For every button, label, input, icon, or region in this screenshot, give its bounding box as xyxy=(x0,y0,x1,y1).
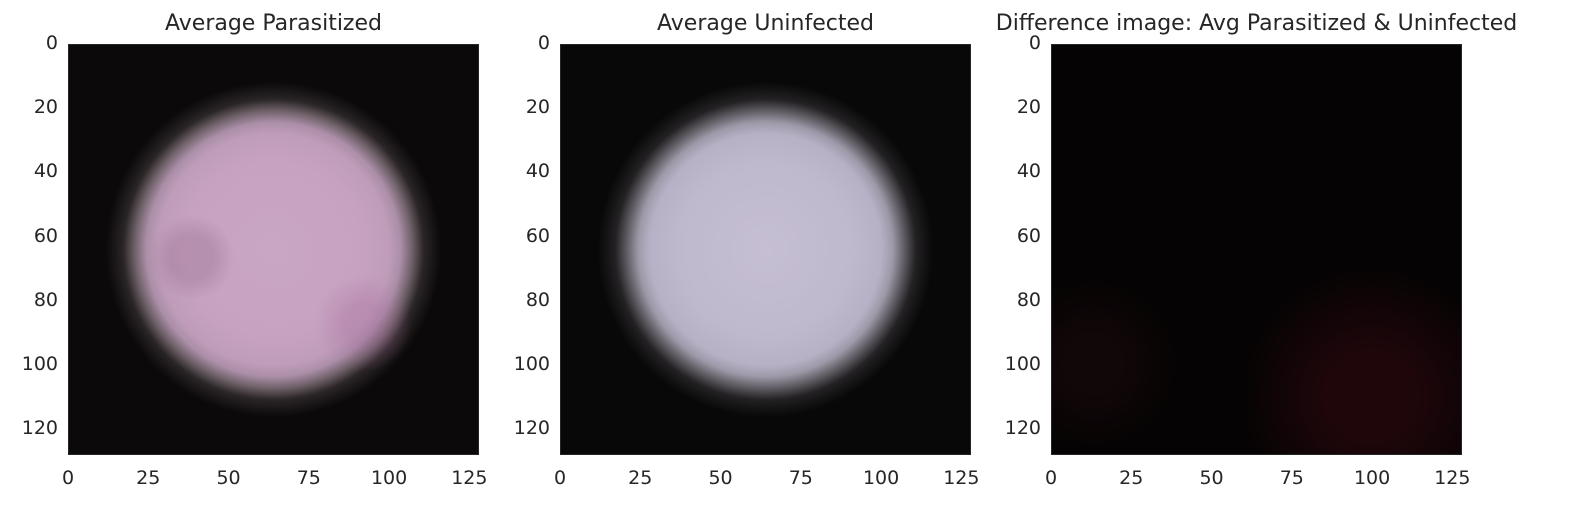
x-tick-label: 25 xyxy=(136,467,161,489)
x-tick-label: 0 xyxy=(61,467,75,489)
x-tick-label: 125 xyxy=(1434,467,1471,489)
x-tick-label: 0 xyxy=(553,467,567,489)
x-tick-label: 50 xyxy=(1199,467,1224,489)
image-plot xyxy=(68,44,479,455)
x-tick-label: 50 xyxy=(216,467,241,489)
y-tick-label: 20 xyxy=(525,96,550,119)
y-tick-label: 60 xyxy=(33,224,58,247)
x-tick-label: 25 xyxy=(1119,467,1144,489)
x-tick-label: 100 xyxy=(370,467,408,489)
image-plot xyxy=(560,44,971,455)
y-tick-label: 100 xyxy=(513,353,550,376)
y-tick-label: 80 xyxy=(1016,288,1041,311)
y-tick-label: 120 xyxy=(513,417,550,440)
average-image xyxy=(561,45,970,454)
y-tick-label: 40 xyxy=(33,160,58,183)
y-tick-label: 40 xyxy=(525,160,550,183)
x-tick-label: 125 xyxy=(451,467,488,489)
image-plot xyxy=(1051,44,1462,455)
y-tick-label: 100 xyxy=(21,353,58,376)
y-tick-label: 20 xyxy=(1016,96,1041,119)
average-image xyxy=(69,45,478,454)
x-tick-label: 100 xyxy=(1353,467,1391,489)
x-tick-label: 75 xyxy=(296,467,321,489)
chart-title: Average Parasitized xyxy=(165,11,382,36)
y-tick-label: 100 xyxy=(1004,353,1041,376)
x-tick-label: 125 xyxy=(943,467,980,489)
y-tick-label: 80 xyxy=(33,288,58,311)
y-tick-label: 120 xyxy=(21,417,58,440)
x-tick-label: 75 xyxy=(1279,467,1304,489)
x-tick-label: 25 xyxy=(628,467,653,489)
y-tick-label: 60 xyxy=(1016,224,1041,247)
x-tick-label: 0 xyxy=(1044,467,1058,489)
x-tick-label: 75 xyxy=(788,467,813,489)
y-tick-label: 40 xyxy=(1016,160,1041,183)
x-tick-label: 50 xyxy=(708,467,733,489)
average-image xyxy=(1052,45,1461,454)
chart-title: Difference image: Avg Parasitized & Unin… xyxy=(995,11,1518,36)
y-tick-label: 0 xyxy=(537,32,550,54)
chart-title: Average Uninfected xyxy=(657,11,874,36)
y-tick-label: 20 xyxy=(33,96,58,119)
x-tick-label: 100 xyxy=(862,467,900,489)
y-tick-label: 0 xyxy=(45,32,58,54)
y-tick-label: 60 xyxy=(525,224,550,247)
y-tick-label: 120 xyxy=(1004,417,1041,440)
y-tick-label: 0 xyxy=(1028,32,1041,54)
y-tick-label: 80 xyxy=(525,288,550,311)
